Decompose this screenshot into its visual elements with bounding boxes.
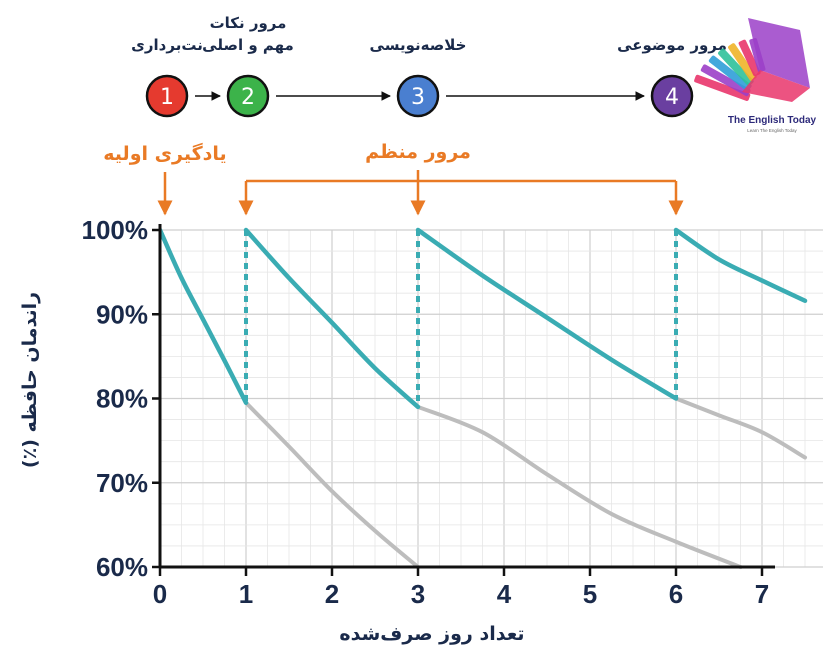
step-label: مرور نکات <box>210 14 287 32</box>
x-tick-label: 7 <box>755 579 769 609</box>
chart-ticks: 0 1 2 3 4 5 6 7 60% 70% 80% 90% 100% <box>82 215 770 609</box>
y-tick-label: 60% <box>96 552 148 582</box>
forgetting-curve <box>416 404 743 569</box>
x-tick-label: 0 <box>153 579 167 609</box>
retention-curve <box>243 227 421 410</box>
step-4: 4 مرور موضوعی <box>617 36 727 118</box>
x-tick-label: 3 <box>411 579 425 609</box>
retention-curve <box>673 227 808 304</box>
chart-curves <box>160 227 808 569</box>
y-tick-label: 90% <box>96 299 148 329</box>
study-steps-flow: 1 نت‌برداری 2 مرور نکات مهم و اصلی 3 خلاصه‌نوی… <box>131 14 727 118</box>
step-circle <box>396 74 440 118</box>
step-number: 2 <box>241 85 255 110</box>
step-circle <box>226 74 270 118</box>
logo-stripe <box>708 55 752 92</box>
step-circle <box>145 74 189 118</box>
step-label: مهم و اصلی <box>202 36 294 54</box>
y-axis-label: راندمان حافظه (٪) <box>19 292 41 468</box>
logo-stripe <box>738 39 761 77</box>
x-tick-label: 4 <box>497 579 512 609</box>
logo-stripe <box>694 74 751 101</box>
y-tick-label: 100% <box>82 215 149 245</box>
logo-stripe <box>700 64 751 97</box>
step-label: مرور موضوعی <box>617 36 727 54</box>
retention-curve <box>415 227 679 401</box>
chart-axes <box>158 224 775 569</box>
x-tick-label: 6 <box>669 579 683 609</box>
x-tick-label: 1 <box>239 579 253 609</box>
step-label: خلاصه‌نویسی <box>370 36 467 54</box>
step-1: 1 نت‌برداری <box>131 36 203 118</box>
logo-stripe <box>718 48 754 86</box>
logo-tagline: Learn The English Today <box>747 128 797 133</box>
retention-curve <box>160 227 249 405</box>
initial-learning-label: یادگیری اولیه <box>103 142 226 165</box>
logo-book-shape <box>742 70 810 102</box>
forgetting-curve <box>674 396 807 460</box>
review-annotations: یادگیری اولیه مرور منظم <box>103 141 684 216</box>
x-tick-label: 2 <box>325 579 339 609</box>
logo-book-shape <box>748 18 810 88</box>
step-number: 1 <box>160 85 174 110</box>
step-label: نت‌برداری <box>131 36 203 54</box>
regular-review-label: مرور منظم <box>365 141 471 163</box>
y-tick-label: 70% <box>96 468 148 498</box>
x-tick-label: 5 <box>583 579 597 609</box>
retention-chart: 0 1 2 3 4 5 6 7 60% 70% 80% 90% 100% تعداد روز صرف‌ش… <box>19 215 823 645</box>
logo-fan-icon <box>694 18 810 102</box>
step-number: 3 <box>411 85 425 110</box>
logo-text: The English Today <box>728 115 817 126</box>
y-tick-label: 80% <box>96 384 148 414</box>
forgetting-curve <box>244 400 420 569</box>
step-circle <box>650 74 694 118</box>
logo-stripe <box>728 43 757 81</box>
step-number: 4 <box>665 85 679 110</box>
step-2: 2 مرور نکات مهم و اصلی <box>202 14 294 118</box>
x-axis-label: تعداد روز صرف‌شده <box>339 623 524 645</box>
english-today-logo: The English Today Learn The English Toda… <box>694 18 817 133</box>
step-3: 3 خلاصه‌نویسی <box>370 36 467 118</box>
